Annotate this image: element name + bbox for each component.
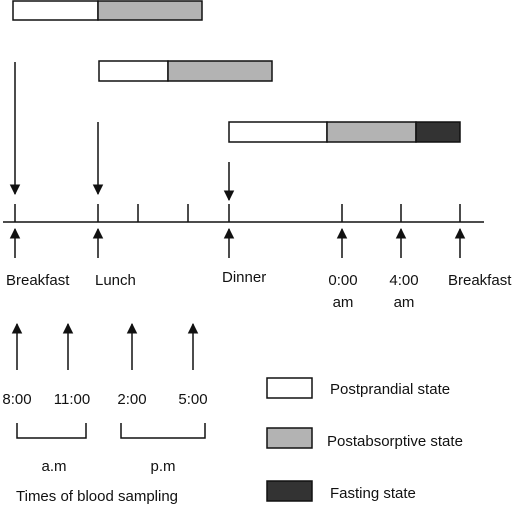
lunch-postabsorptive-segment xyxy=(167,60,273,82)
legend: Postprandial state Postabsorptive state … xyxy=(266,377,463,502)
sampling-time-5pm: 5:00 xyxy=(178,391,207,408)
legend-postabsorptive-swatch xyxy=(266,427,313,449)
am-bracket xyxy=(16,423,87,439)
sampling-time-11am: 11:00 xyxy=(54,391,90,408)
pm-bracket xyxy=(120,423,206,439)
lunch-postprandial-segment xyxy=(98,60,169,82)
sampling-caption: Times of blood sampling xyxy=(16,488,178,505)
midnight-time-label: 0:00 xyxy=(328,272,357,289)
dinner-postprandial-segment xyxy=(228,121,328,143)
breakfast-state-bar xyxy=(12,0,203,21)
legend-fasting-swatch xyxy=(266,480,313,502)
legend-fasting-label: Fasting state xyxy=(330,485,416,502)
legend-postabsorptive-label: Postabsorptive state xyxy=(327,433,463,450)
dinner-state-bar xyxy=(228,121,461,143)
early-period-label: am xyxy=(394,294,415,311)
dinner-postabsorptive-segment xyxy=(326,121,417,143)
sampling-time-8am: 8:00 xyxy=(2,391,31,408)
sampling-time-2pm: 2:00 xyxy=(117,391,146,408)
timeline-axis xyxy=(3,204,484,223)
dinner-label: Dinner xyxy=(222,269,266,286)
lunch-label: Lunch xyxy=(95,272,136,289)
dinner-fasting-segment xyxy=(415,121,461,143)
legend-postprandial-label: Postprandial state xyxy=(330,381,450,398)
breakfast-postabsorptive-segment xyxy=(97,0,203,21)
legend-postprandial-swatch xyxy=(266,377,313,399)
am-label: a.m xyxy=(41,458,66,475)
early-time-label: 4:00 xyxy=(389,272,418,289)
pm-label: p.m xyxy=(150,458,175,475)
breakfast-label: Breakfast xyxy=(6,272,70,289)
midnight-period-label: am xyxy=(333,294,354,311)
breakfast-next-label: Breakfast xyxy=(448,272,512,289)
breakfast-postprandial-segment xyxy=(12,0,99,21)
lunch-state-bar xyxy=(98,60,273,82)
